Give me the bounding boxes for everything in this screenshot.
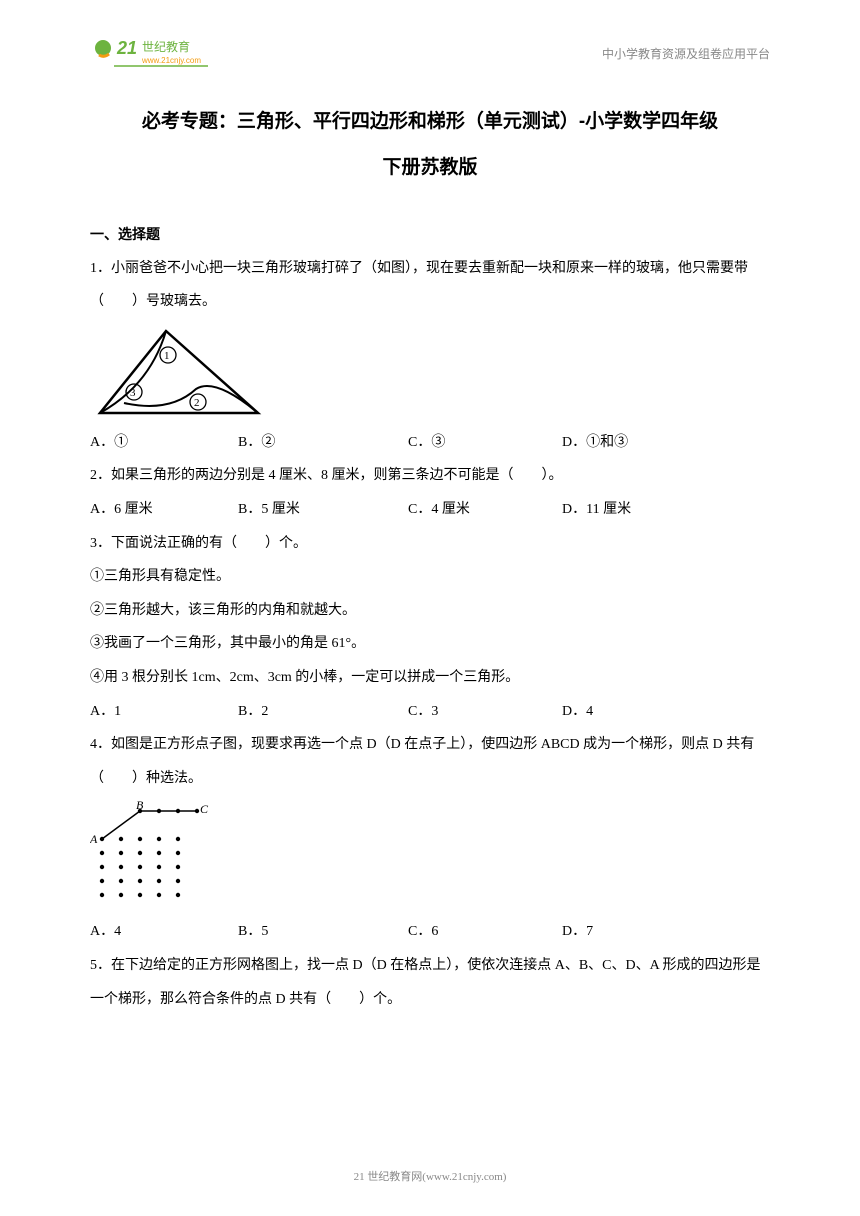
- q4-option-a: A．4: [90, 915, 238, 949]
- question-1-options: A．① B．② C．③ D．①和③: [90, 426, 770, 460]
- question-3-s4: ④用 3 根分别长 1cm、2cm、3cm 的小棒，一定可以拼成一个三角形。: [90, 661, 770, 695]
- question-3-options: A．1 B．2 C．3 D．4: [90, 695, 770, 729]
- svg-text:3: 3: [130, 387, 136, 399]
- q1-option-b: B．②: [238, 426, 408, 460]
- question-3-s3: ③我画了一个三角形，其中最小的角是 61°。: [90, 627, 770, 661]
- question-5: 5．在下边给定的正方形网格图上，找一点 D（D 在格点上），使依次连接点 A、B…: [90, 949, 770, 1016]
- q1-option-d: D．①和③: [562, 426, 710, 460]
- question-4-text: 4．如图是正方形点子图，现要求再选一个点 D（D 在点子上），使四边形 ABCD…: [90, 728, 770, 795]
- question-1-figure: 1 2 3: [90, 325, 770, 420]
- q4-option-c: C．6: [408, 915, 562, 949]
- q2-option-d: D．11 厘米: [562, 493, 710, 527]
- question-3-s1: ①三角形具有稳定性。: [90, 560, 770, 594]
- question-1-text: 1．小丽爸爸不小心把一块三角形玻璃打碎了（如图），现在要去重新配一块和原来一样的…: [90, 252, 770, 319]
- q2-option-b: B．5 厘米: [238, 493, 408, 527]
- page-title-line1: 必考专题：三角形、平行四边形和梯形（单元测试）-小学数学四年级: [90, 106, 770, 133]
- logo: 21 世纪教育 www.21cnjy.com: [90, 36, 210, 70]
- svg-text:1: 1: [164, 350, 170, 362]
- page-footer: 21 世纪教育网(www.21cnjy.com): [0, 1168, 860, 1184]
- question-2-options: A．6 厘米 B．5 厘米 C．4 厘米 D．11 厘米: [90, 493, 770, 527]
- header-subtitle: 中小学教育资源及组卷应用平台: [602, 45, 770, 62]
- q3-option-d: D．4: [562, 695, 710, 729]
- q3-option-c: C．3: [408, 695, 562, 729]
- q4-option-b: B．5: [238, 915, 408, 949]
- question-3: 3．下面说法正确的有（ ）个。 ①三角形具有稳定性。 ②三角形越大，该三角形的内…: [90, 527, 770, 729]
- q2-option-c: C．4 厘米: [408, 493, 562, 527]
- q4-option-d: D．7: [562, 915, 710, 949]
- question-5-text: 5．在下边给定的正方形网格图上，找一点 D（D 在格点上），使依次连接点 A、B…: [90, 949, 770, 1016]
- q2-option-a: A．6 厘米: [90, 493, 238, 527]
- question-3-s2: ②三角形越大，该三角形的内角和就越大。: [90, 594, 770, 628]
- question-1: 1．小丽爸爸不小心把一块三角形玻璃打碎了（如图），现在要去重新配一块和原来一样的…: [90, 252, 770, 460]
- svg-text:www.21cnjy.com: www.21cnjy.com: [141, 56, 201, 65]
- svg-text:2: 2: [194, 397, 200, 409]
- question-4-figure: B C A: [90, 801, 770, 909]
- content-area: 一、选择题 1．小丽爸爸不小心把一块三角形玻璃打碎了（如图），现在要去重新配一块…: [90, 218, 770, 1016]
- page-title-line2: 下册苏教版: [90, 152, 770, 179]
- logo-icon: 21 世纪教育 www.21cnjy.com: [90, 36, 210, 70]
- question-3-text: 3．下面说法正确的有（ ）个。: [90, 527, 770, 561]
- svg-text:C: C: [200, 802, 209, 816]
- page-header: 21 世纪教育 www.21cnjy.com 中小学教育资源及组卷应用平台: [90, 36, 770, 70]
- svg-text:21: 21: [116, 38, 137, 58]
- question-4-options: A．4 B．5 C．6 D．7: [90, 915, 770, 949]
- question-2-text: 2．如果三角形的两边分别是 4 厘米、8 厘米，则第三条边不可能是（ ）。: [90, 459, 770, 493]
- q3-option-a: A．1: [90, 695, 238, 729]
- q1-option-c: C．③: [408, 426, 562, 460]
- svg-text:A: A: [90, 832, 98, 846]
- svg-text:世纪教育: 世纪教育: [142, 39, 190, 54]
- section-heading: 一、选择题: [90, 218, 770, 252]
- svg-text:B: B: [136, 801, 144, 812]
- question-4: 4．如图是正方形点子图，现要求再选一个点 D（D 在点子上），使四边形 ABCD…: [90, 728, 770, 949]
- q3-option-b: B．2: [238, 695, 408, 729]
- q1-option-a: A．①: [90, 426, 238, 460]
- question-2: 2．如果三角形的两边分别是 4 厘米、8 厘米，则第三条边不可能是（ ）。 A．…: [90, 459, 770, 526]
